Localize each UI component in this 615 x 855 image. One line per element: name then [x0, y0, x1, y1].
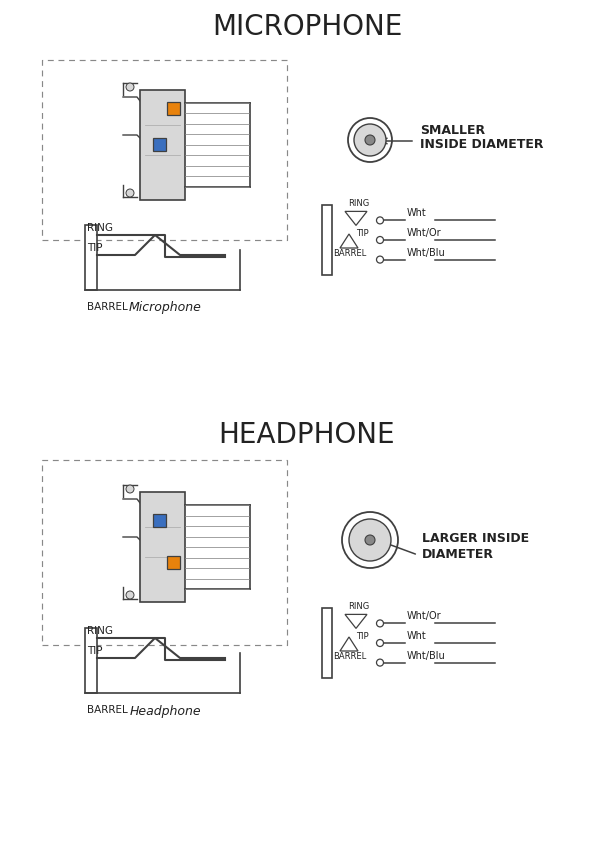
Circle shape	[376, 217, 384, 224]
Bar	[322, 608, 332, 678]
Text: Wht/Or: Wht/Or	[407, 228, 442, 238]
Circle shape	[354, 124, 386, 156]
Text: BARREL: BARREL	[333, 249, 367, 257]
Bar	[322, 205, 332, 275]
Text: LARGER INSIDE: LARGER INSIDE	[422, 533, 529, 545]
Text: RING: RING	[348, 199, 369, 209]
Circle shape	[365, 135, 375, 145]
Bar	[42, 460, 287, 645]
Circle shape	[376, 659, 384, 666]
Text: Microphone: Microphone	[129, 300, 202, 314]
Circle shape	[376, 640, 384, 646]
Circle shape	[126, 189, 134, 197]
Bar	[153, 514, 166, 527]
Circle shape	[126, 591, 134, 599]
Bar	[140, 492, 185, 602]
Text: Headphone: Headphone	[129, 705, 201, 718]
Text: RING: RING	[87, 626, 113, 636]
Text: TIP: TIP	[356, 632, 368, 641]
Text: RING: RING	[348, 603, 369, 611]
Polygon shape	[340, 234, 358, 248]
Text: Wht/Blu: Wht/Blu	[407, 651, 446, 661]
Bar	[42, 60, 287, 240]
Circle shape	[376, 256, 384, 263]
Text: MICROPHONE: MICROPHONE	[212, 13, 402, 41]
Bar	[167, 556, 180, 569]
Bar	[85, 628, 97, 693]
Text: BARREL: BARREL	[87, 705, 128, 715]
Bar	[85, 225, 97, 290]
Circle shape	[342, 512, 398, 568]
Text: TIP: TIP	[87, 243, 103, 253]
Bar	[153, 138, 166, 151]
Polygon shape	[340, 637, 358, 651]
Text: HEADPHONE: HEADPHONE	[219, 421, 395, 449]
Text: TIP: TIP	[356, 229, 368, 238]
Text: INSIDE DIAMETER: INSIDE DIAMETER	[420, 139, 544, 151]
Polygon shape	[345, 211, 367, 226]
Text: RING: RING	[87, 223, 113, 233]
Circle shape	[126, 83, 134, 91]
Polygon shape	[345, 615, 367, 628]
Text: Wht: Wht	[407, 631, 427, 641]
Text: Wht/Or: Wht/Or	[407, 611, 442, 622]
Text: Wht/Blu: Wht/Blu	[407, 248, 446, 257]
Text: SMALLER: SMALLER	[420, 125, 485, 138]
Circle shape	[349, 519, 391, 561]
Text: BARREL: BARREL	[333, 652, 367, 661]
Circle shape	[376, 620, 384, 627]
Circle shape	[376, 237, 384, 244]
Text: DIAMETER: DIAMETER	[422, 549, 494, 562]
Bar	[167, 102, 180, 115]
Circle shape	[365, 535, 375, 545]
Circle shape	[126, 485, 134, 493]
Text: Wht: Wht	[407, 209, 427, 218]
Text: TIP: TIP	[87, 646, 103, 656]
Circle shape	[348, 118, 392, 162]
Text: BARREL: BARREL	[87, 302, 128, 312]
Bar	[140, 90, 185, 200]
